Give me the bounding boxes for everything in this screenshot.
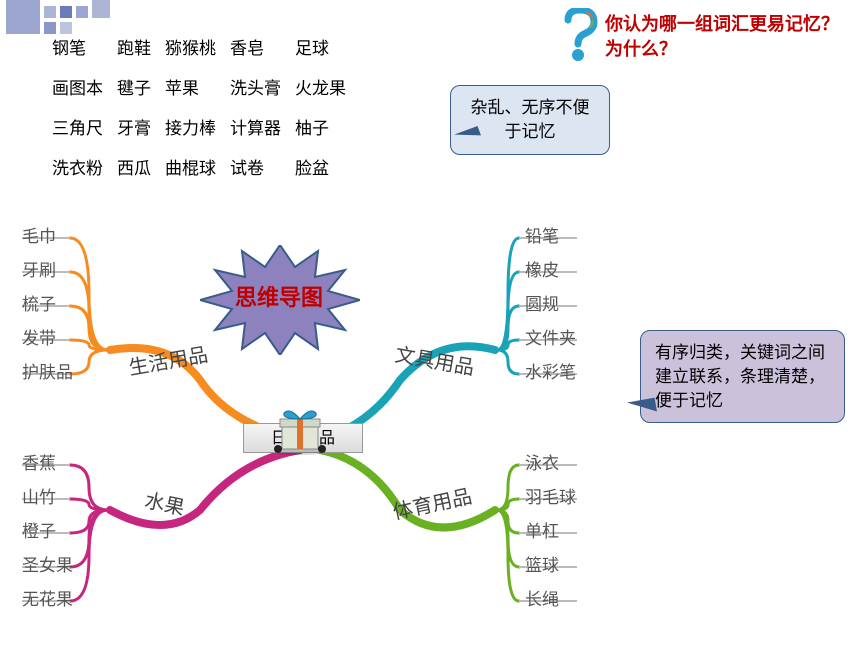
mindmap-leaf: 单杠 <box>525 517 559 542</box>
word-cell: 三角尺 <box>52 112 115 150</box>
mindmap-leaf: 发带 <box>22 324 56 349</box>
starburst-label: 思维导图 <box>235 280 323 312</box>
mindmap-leaf: 毛巾 <box>22 222 56 247</box>
word-cell: 跑鞋 <box>117 32 163 70</box>
mindmap-leaf: 橙子 <box>22 517 56 542</box>
word-cell: 苹果 <box>165 72 228 110</box>
mindmap-leaf: 铅笔 <box>525 222 559 247</box>
mindmap-leaf: 水彩笔 <box>525 358 576 383</box>
word-cell: 西瓜 <box>117 152 163 190</box>
word-cell: 牙膏 <box>117 112 163 150</box>
word-cell: 画图本 <box>52 72 115 110</box>
word-cell: 柚子 <box>295 112 358 150</box>
mindmap-leaf: 长绳 <box>525 585 559 610</box>
mindmap-leaf: 香蕉 <box>22 449 56 474</box>
word-cell: 足球 <box>295 32 358 70</box>
word-cell: 接力棒 <box>165 112 228 150</box>
word-cell: 试卷 <box>230 152 293 190</box>
question-mark-icon <box>560 8 600 63</box>
word-cell: 毽子 <box>117 72 163 110</box>
word-cell: 计算器 <box>230 112 293 150</box>
word-cell: 猕猴桃 <box>165 32 228 70</box>
mindmap-leaf: 牙刷 <box>22 256 56 281</box>
mindmap-leaf: 护肤品 <box>22 358 73 383</box>
word-cell: 曲棍球 <box>165 152 228 190</box>
mindmap-leaf: 泳衣 <box>525 449 559 474</box>
mindmap-leaf: 无花果 <box>22 585 73 610</box>
mindmap-leaf: 圆规 <box>525 290 559 315</box>
word-cell: 脸盆 <box>295 152 358 190</box>
mindmap-leaf: 文件夹 <box>525 324 576 349</box>
question-text: 你认为哪一组词汇更易记忆？为什么？ <box>605 12 845 62</box>
word-cell: 香皂 <box>230 32 293 70</box>
mindmap-leaf: 圣女果 <box>22 551 73 576</box>
mindmap-leaf: 山竹 <box>22 483 56 508</box>
mindmap-leaf: 篮球 <box>525 551 559 576</box>
word-grid: 钢笔跑鞋猕猴桃香皂足球画图本毽子苹果洗头膏火龙果三角尺牙膏接力棒计算器柚子洗衣粉… <box>50 30 360 192</box>
word-cell: 洗头膏 <box>230 72 293 110</box>
word-cell: 钢笔 <box>52 32 115 70</box>
mindmap-leaf: 梳子 <box>22 290 56 315</box>
mindmap-diagram <box>0 210 860 645</box>
gift-icon <box>270 405 330 455</box>
callout-disorder: 杂乱、无序不便于记忆 <box>450 85 610 155</box>
mindmap-leaf: 羽毛球 <box>525 483 576 508</box>
word-cell: 火龙果 <box>295 72 358 110</box>
mindmap-leaf: 橡皮 <box>525 256 559 281</box>
word-cell: 洗衣粉 <box>52 152 115 190</box>
